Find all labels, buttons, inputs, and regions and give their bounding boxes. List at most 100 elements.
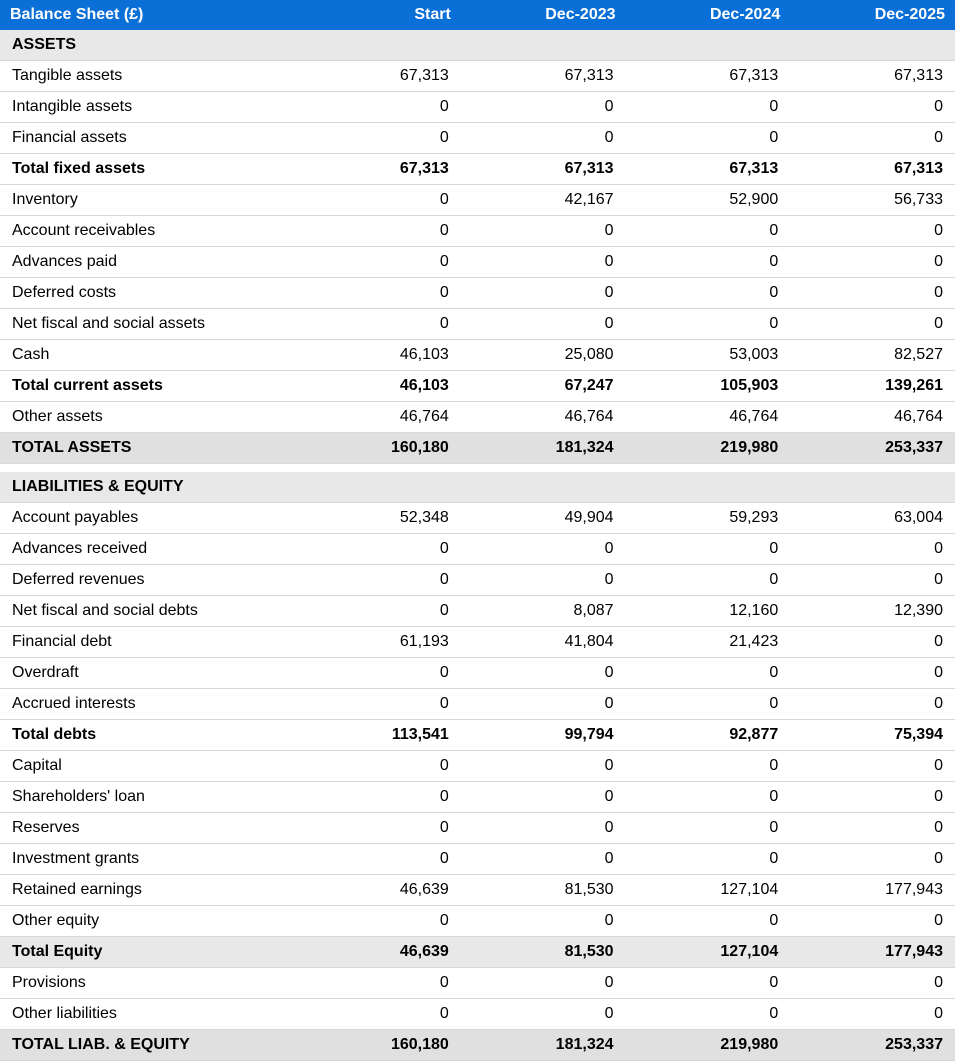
row-label: Cash [0, 340, 296, 371]
row-value: 0 [296, 185, 461, 216]
row-value: 0 [461, 844, 626, 875]
row-value: 0 [296, 92, 461, 123]
row-value: 46,764 [296, 402, 461, 433]
table-row: Financial debt61,19341,80421,4230 [0, 627, 955, 658]
row-label: Capital [0, 751, 296, 782]
table-row: Total current assets46,10367,247105,9031… [0, 371, 955, 402]
row-value: 61,193 [296, 627, 461, 658]
table-row: Intangible assets0000 [0, 92, 955, 123]
row-value: 75,394 [790, 720, 955, 751]
row-value: 0 [461, 534, 626, 565]
row-value: 0 [626, 689, 791, 720]
row-value: 0 [461, 565, 626, 596]
col-header-dec-2024: Dec-2024 [626, 0, 791, 30]
table-row: Reserves0000 [0, 813, 955, 844]
row-value: 46,764 [626, 402, 791, 433]
table-row: Other assets46,76446,76446,76446,764 [0, 402, 955, 433]
row-value: 0 [626, 309, 791, 340]
row-label: Account receivables [0, 216, 296, 247]
row-label: Intangible assets [0, 92, 296, 123]
row-label: Financial assets [0, 123, 296, 154]
row-value: 0 [461, 813, 626, 844]
row-value: 0 [626, 565, 791, 596]
row-value: 92,877 [626, 720, 791, 751]
row-value: 219,980 [626, 1030, 791, 1061]
row-value: 0 [626, 534, 791, 565]
row-value: 0 [626, 92, 791, 123]
row-label: Deferred revenues [0, 565, 296, 596]
row-value: 0 [626, 247, 791, 278]
row-value: 0 [790, 658, 955, 689]
row-label: Other assets [0, 402, 296, 433]
row-label: Inventory [0, 185, 296, 216]
row-value: 53,003 [626, 340, 791, 371]
row-value: 8,087 [461, 596, 626, 627]
row-value: 127,104 [626, 937, 791, 968]
row-value: 0 [626, 906, 791, 937]
table-row: Advances paid0000 [0, 247, 955, 278]
row-value: 21,423 [626, 627, 791, 658]
row-value: 160,180 [296, 1030, 461, 1061]
row-label: Overdraft [0, 658, 296, 689]
row-value: 0 [296, 751, 461, 782]
row-label: Net fiscal and social assets [0, 309, 296, 340]
row-value: 0 [790, 216, 955, 247]
row-value: 0 [461, 92, 626, 123]
row-value: 0 [296, 309, 461, 340]
col-header-dec-2025: Dec-2025 [790, 0, 955, 30]
col-header-dec-2023: Dec-2023 [461, 0, 626, 30]
row-value: 139,261 [790, 371, 955, 402]
row-value: 81,530 [461, 875, 626, 906]
row-value: 0 [296, 123, 461, 154]
table-row: Provisions0000 [0, 968, 955, 999]
row-value: 0 [790, 782, 955, 813]
row-value: 41,804 [461, 627, 626, 658]
row-value: 0 [461, 968, 626, 999]
row-value: 49,904 [461, 503, 626, 534]
row-value: 0 [626, 999, 791, 1030]
row-value: 0 [296, 216, 461, 247]
row-value: 99,794 [461, 720, 626, 751]
row-value: 0 [461, 216, 626, 247]
row-value: 127,104 [626, 875, 791, 906]
row-value: 0 [790, 565, 955, 596]
row-label: Deferred costs [0, 278, 296, 309]
row-value: 67,313 [626, 61, 791, 92]
row-value: 0 [626, 123, 791, 154]
row-label: Total Equity [0, 937, 296, 968]
row-label: Shareholders' loan [0, 782, 296, 813]
row-label: Other equity [0, 906, 296, 937]
row-gap [0, 464, 955, 473]
table-row: Financial assets0000 [0, 123, 955, 154]
row-value: 25,080 [461, 340, 626, 371]
row-value: 67,313 [296, 154, 461, 185]
row-label: Other liabilities [0, 999, 296, 1030]
row-label: Reserves [0, 813, 296, 844]
balance-sheet-table: Balance Sheet (£) Start Dec-2023 Dec-202… [0, 0, 955, 1061]
table-row: ASSETS [0, 30, 955, 61]
row-value: 0 [626, 813, 791, 844]
table-body: ASSETSTangible assets67,31367,31367,3136… [0, 30, 955, 1061]
row-value: 0 [790, 968, 955, 999]
row-value: 253,337 [790, 1030, 955, 1061]
row-value: 0 [461, 906, 626, 937]
row-value: 0 [626, 782, 791, 813]
table-row: Accrued interests0000 [0, 689, 955, 720]
row-label: Total fixed assets [0, 154, 296, 185]
row-value: 82,527 [790, 340, 955, 371]
row-value: 0 [296, 534, 461, 565]
row-value: 0 [461, 658, 626, 689]
row-value: 67,313 [296, 61, 461, 92]
row-value: 0 [626, 278, 791, 309]
row-value: 0 [296, 596, 461, 627]
row-value: 0 [626, 658, 791, 689]
table-row: Deferred revenues0000 [0, 565, 955, 596]
row-value: 12,390 [790, 596, 955, 627]
table-row: Account receivables0000 [0, 216, 955, 247]
table-row: Net fiscal and social debts08,08712,1601… [0, 596, 955, 627]
row-value: 219,980 [626, 433, 791, 464]
row-value: 46,639 [296, 937, 461, 968]
row-value: 52,900 [626, 185, 791, 216]
row-value: 46,639 [296, 875, 461, 906]
row-value: 81,530 [461, 937, 626, 968]
